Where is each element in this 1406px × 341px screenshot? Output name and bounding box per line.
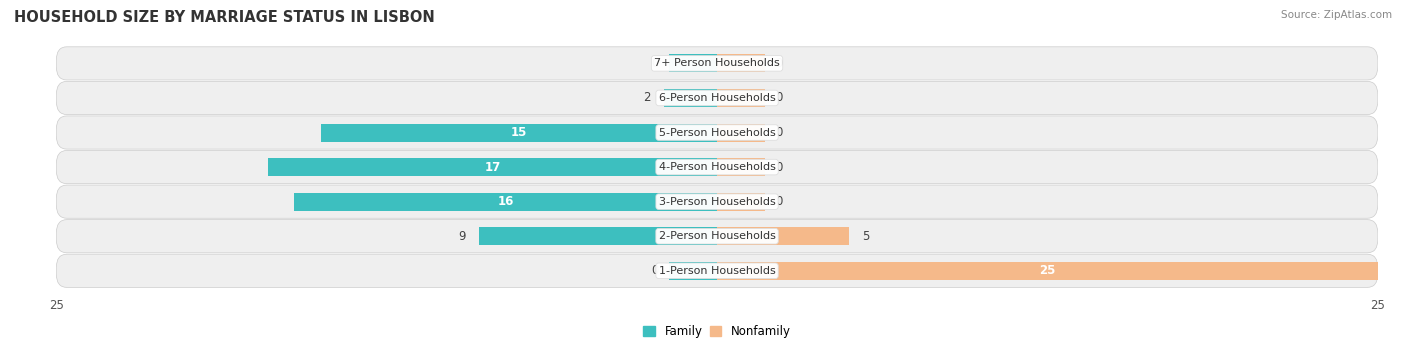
Bar xyxy=(669,55,717,72)
Bar xyxy=(479,227,717,245)
Text: 3-Person Households: 3-Person Households xyxy=(658,197,776,207)
Text: 15: 15 xyxy=(510,126,527,139)
Text: 0: 0 xyxy=(775,91,783,104)
Text: 0: 0 xyxy=(651,264,659,277)
Bar xyxy=(717,262,1378,280)
Text: 16: 16 xyxy=(498,195,513,208)
FancyBboxPatch shape xyxy=(56,116,1378,149)
Text: 0: 0 xyxy=(775,195,783,208)
Text: 0: 0 xyxy=(651,57,659,70)
Bar xyxy=(717,123,765,142)
Bar xyxy=(717,193,765,211)
FancyBboxPatch shape xyxy=(56,254,1378,287)
Text: 4-Person Households: 4-Person Households xyxy=(658,162,776,172)
Text: Source: ZipAtlas.com: Source: ZipAtlas.com xyxy=(1281,10,1392,20)
FancyBboxPatch shape xyxy=(56,81,1378,115)
Text: 5: 5 xyxy=(862,230,870,243)
Text: 0: 0 xyxy=(775,126,783,139)
Bar xyxy=(294,193,717,211)
Text: 0: 0 xyxy=(775,161,783,174)
Text: 2: 2 xyxy=(644,91,651,104)
Text: 25: 25 xyxy=(1039,264,1056,277)
Text: 6-Person Households: 6-Person Households xyxy=(658,93,776,103)
Bar xyxy=(717,158,765,176)
FancyBboxPatch shape xyxy=(56,47,1378,80)
Text: 1-Person Households: 1-Person Households xyxy=(658,266,776,276)
Text: HOUSEHOLD SIZE BY MARRIAGE STATUS IN LISBON: HOUSEHOLD SIZE BY MARRIAGE STATUS IN LIS… xyxy=(14,10,434,25)
Text: 9: 9 xyxy=(458,230,465,243)
Bar xyxy=(267,158,717,176)
Bar xyxy=(669,262,717,280)
Bar xyxy=(717,227,849,245)
Bar xyxy=(321,123,717,142)
Text: 0: 0 xyxy=(775,57,783,70)
FancyBboxPatch shape xyxy=(56,150,1378,184)
Legend: Family, Nonfamily: Family, Nonfamily xyxy=(638,321,796,341)
FancyBboxPatch shape xyxy=(56,220,1378,253)
Bar xyxy=(717,55,765,72)
Bar xyxy=(717,89,765,107)
Text: 2-Person Households: 2-Person Households xyxy=(658,231,776,241)
FancyBboxPatch shape xyxy=(56,185,1378,218)
Text: 5-Person Households: 5-Person Households xyxy=(658,128,776,137)
Bar xyxy=(664,89,717,107)
Text: 17: 17 xyxy=(484,161,501,174)
Text: 7+ Person Households: 7+ Person Households xyxy=(654,58,780,69)
